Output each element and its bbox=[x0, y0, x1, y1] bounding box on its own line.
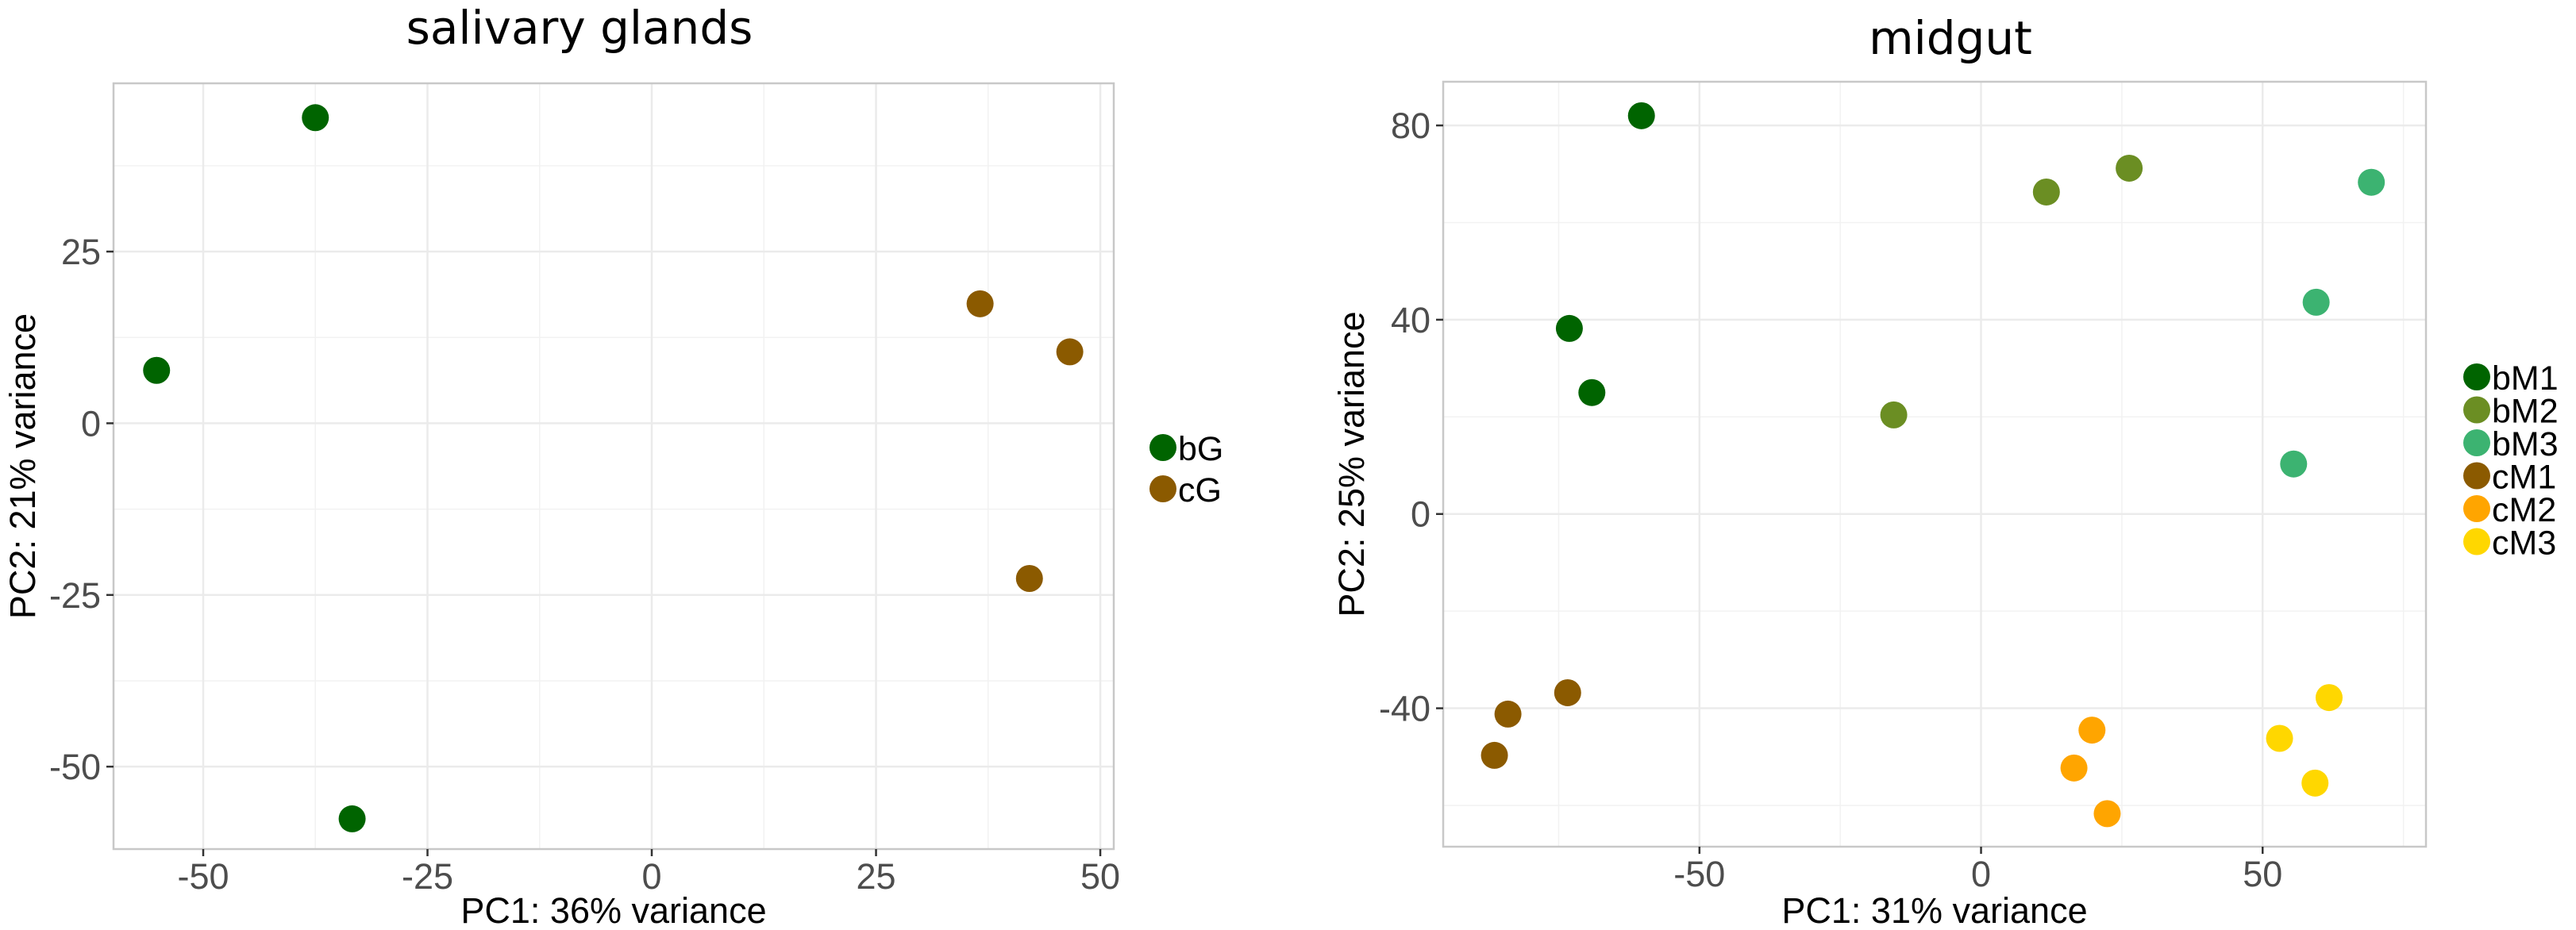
y-axis-label: PC2: 21% variance bbox=[2, 313, 43, 619]
data-point-cG bbox=[1015, 565, 1043, 593]
data-points bbox=[1481, 102, 2385, 828]
midgut-panel: -50 0 50 -40 0 40 80 midgut PC1: 31% variance PC2… bbox=[1331, 11, 2559, 930]
data-point-cM2 bbox=[2093, 800, 2121, 828]
y-tick-label: -50 bbox=[49, 747, 101, 787]
data-point-bM1 bbox=[1627, 102, 1655, 129]
data-point-bM1 bbox=[1555, 314, 1583, 342]
legend-label-bM3: bM3 bbox=[2492, 425, 2559, 463]
x-tick-label: 50 bbox=[1080, 856, 1120, 897]
grid bbox=[114, 83, 1114, 849]
data-point-cM1 bbox=[1494, 700, 1522, 728]
data-point-bG bbox=[302, 104, 329, 132]
data-point-bM2 bbox=[2116, 154, 2143, 182]
data-point-cG bbox=[1056, 338, 1084, 366]
y-tick-label: 0 bbox=[1411, 494, 1430, 535]
x-tick-label: 0 bbox=[642, 856, 662, 897]
data-point-cM1 bbox=[1481, 741, 1508, 769]
legend-label-bG: bG bbox=[1178, 430, 1223, 468]
legend-key-bM3 bbox=[2463, 429, 2490, 456]
data-point-cM3 bbox=[2315, 684, 2343, 712]
chart-title: salivary glands bbox=[406, 1, 753, 55]
x-tick-label: -50 bbox=[177, 856, 229, 897]
y-tick-label: 80 bbox=[1391, 106, 1430, 146]
y-tick-label: -25 bbox=[49, 575, 101, 616]
legend-key-cM3 bbox=[2463, 528, 2490, 555]
data-points bbox=[143, 104, 1084, 832]
legend-label-cG: cG bbox=[1178, 471, 1222, 509]
plot-border bbox=[112, 82, 1115, 851]
data-point-cM2 bbox=[2078, 717, 2106, 744]
data-point-cM3 bbox=[2266, 724, 2293, 752]
x-axis-label: PC1: 36% variance bbox=[460, 890, 766, 930]
legend-label-bM1: bM1 bbox=[2492, 359, 2559, 398]
x-tick-label: -25 bbox=[402, 856, 453, 897]
legend-key-bM2 bbox=[2463, 396, 2490, 424]
legend-label-cM3: cM3 bbox=[2492, 525, 2556, 563]
plot-border bbox=[1442, 80, 2428, 848]
grid bbox=[1443, 82, 2426, 847]
legend-label-cM2: cM2 bbox=[2492, 491, 2556, 529]
legend-label-cM1: cM1 bbox=[2492, 459, 2556, 497]
x-tick-label: -50 bbox=[1673, 854, 1725, 894]
data-point-bM1 bbox=[1578, 379, 1606, 406]
data-point-cM1 bbox=[1554, 678, 1581, 706]
data-point-bG bbox=[338, 805, 366, 832]
y-tick-label: 40 bbox=[1391, 300, 1430, 340]
data-point-bM2 bbox=[1880, 401, 1908, 428]
data-point-cM2 bbox=[2060, 754, 2088, 782]
legend-label-bM2: bM2 bbox=[2492, 393, 2559, 431]
salivary-glands-panel: -50 -25 0 25 50 -50 -25 0 25 salivary glands PC1: … bbox=[2, 1, 1223, 930]
legend-key-cM1 bbox=[2463, 462, 2490, 490]
data-point-cM3 bbox=[2301, 769, 2329, 797]
legend-key-bM1 bbox=[2463, 363, 2490, 390]
data-point-bG bbox=[143, 356, 171, 384]
legend-key-cG bbox=[1149, 475, 1176, 502]
x-tick-label: 25 bbox=[857, 856, 896, 897]
legend-key-bG bbox=[1149, 434, 1176, 461]
data-point-bM3 bbox=[2302, 288, 2330, 316]
data-point-cG bbox=[966, 290, 994, 317]
x-axis-label: PC1: 31% variance bbox=[1781, 890, 2087, 930]
y-tick-label: -40 bbox=[1379, 689, 1430, 729]
data-point-bM3 bbox=[2280, 450, 2308, 478]
chart-title: midgut bbox=[1869, 11, 2032, 65]
y-tick-label: 0 bbox=[81, 403, 101, 444]
x-tick-label: 50 bbox=[2243, 854, 2282, 894]
data-point-bM3 bbox=[2358, 168, 2385, 196]
legend-key-cM2 bbox=[2463, 495, 2490, 522]
y-tick-label: 25 bbox=[61, 232, 101, 272]
data-point-bM2 bbox=[2032, 178, 2060, 206]
y-axis-label: PC2: 25% variance bbox=[1331, 311, 1372, 617]
x-tick-label: 0 bbox=[1971, 854, 1991, 894]
